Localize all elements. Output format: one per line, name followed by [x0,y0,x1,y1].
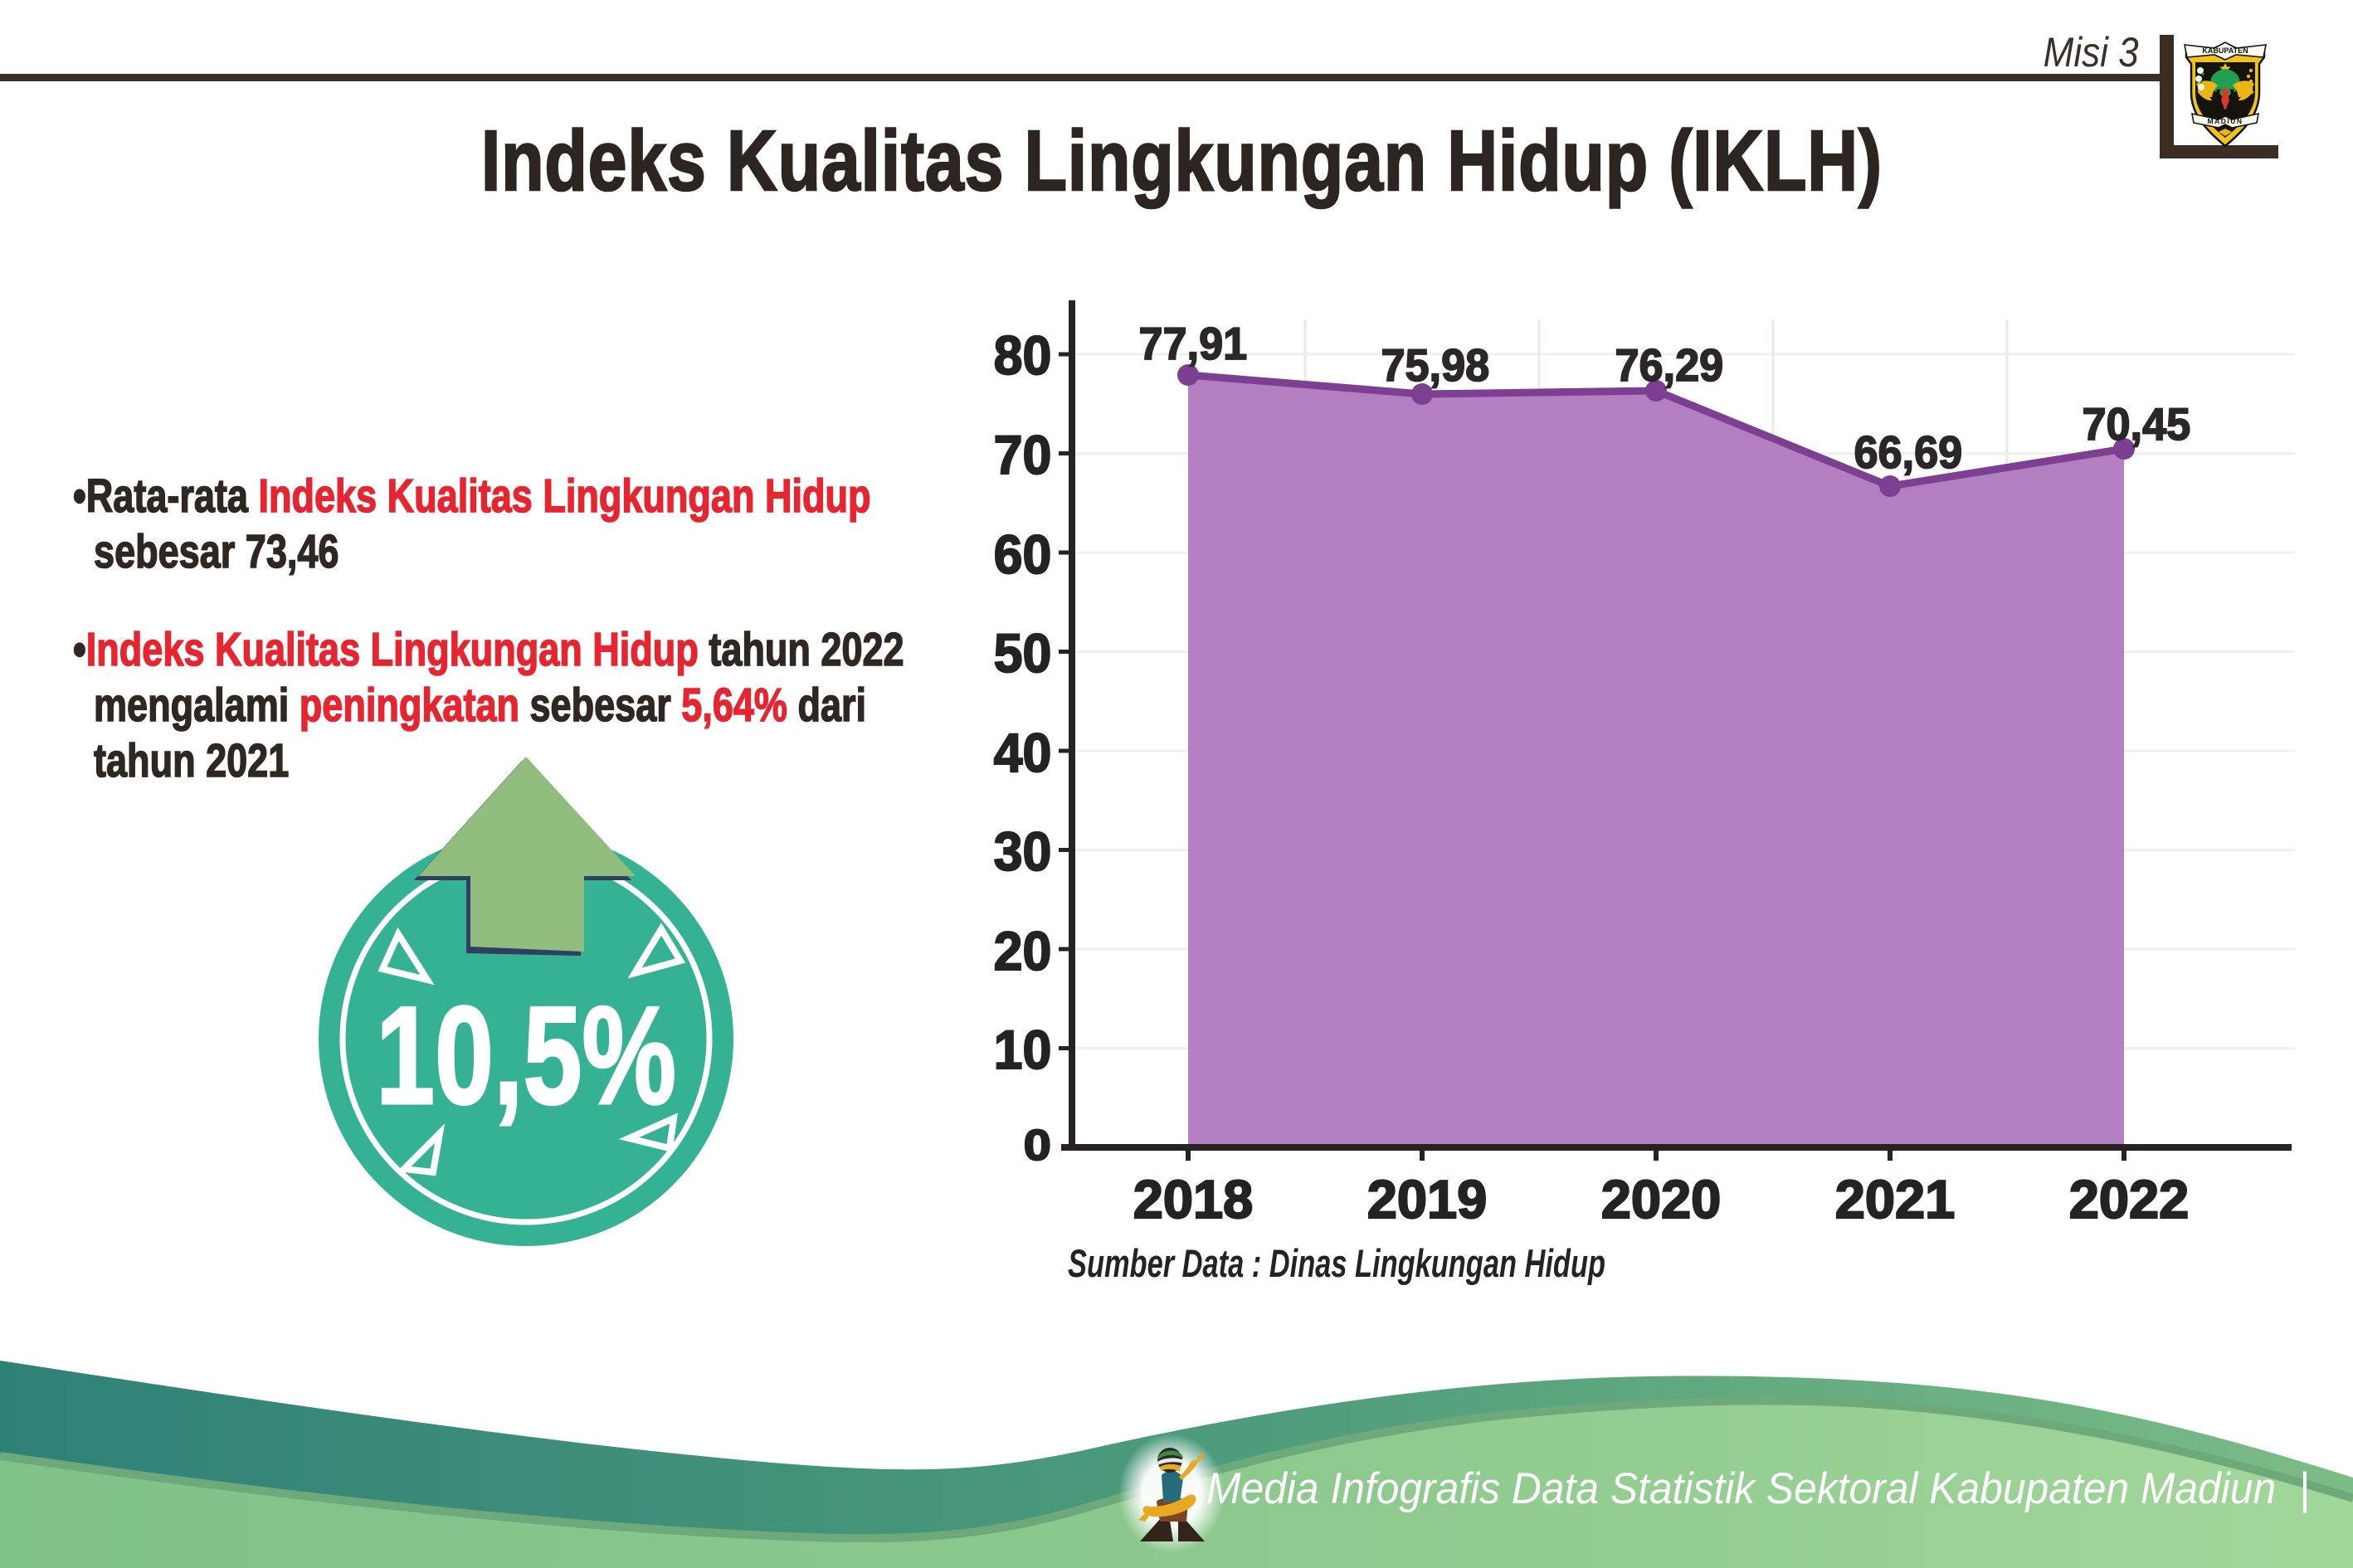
svg-text:10,5%: 10,5% [376,977,676,1133]
svg-text:MADIUN: MADIUN [2208,117,2243,125]
svg-text:KABUPATEN: KABUPATEN [2202,46,2248,55]
